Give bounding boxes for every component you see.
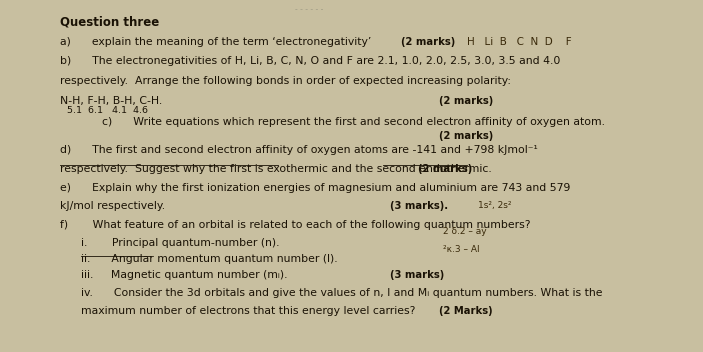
Text: respectively.  Suggest why the first is exothermic and the second endothermic.: respectively. Suggest why the first is e… (60, 164, 491, 174)
Text: iv.      Consider the 3d orbitals and give the values of n, l and Mᵢ quantum num: iv. Consider the 3d orbitals and give th… (81, 288, 602, 298)
Text: ii.      Angular momentum quantum number (l).: ii. Angular momentum quantum number (l). (81, 254, 337, 264)
Text: (2 marks): (2 marks) (439, 131, 494, 141)
Text: (2 marks): (2 marks) (401, 37, 455, 47)
Text: kJ/mol respectively.: kJ/mol respectively. (60, 201, 165, 211)
Text: a)      explain the meaning of the term ‘electronegativity’: a) explain the meaning of the term ‘elec… (60, 37, 371, 47)
Text: respectively.  Arrange the following bonds in order of expected increasing polar: respectively. Arrange the following bond… (60, 76, 511, 86)
Text: 5.1  6.1   4.1  4.6: 5.1 6.1 4.1 4.6 (67, 106, 148, 115)
Text: e)      Explain why the first ionization energies of magnesium and aluminium are: e) Explain why the first ionization ener… (60, 183, 570, 193)
Text: b)      The electronegativities of H, Li, B, C, N, O and F are 2.1, 1.0, 2.0, 2.: b) The electronegativities of H, Li, B, … (60, 56, 560, 66)
Text: H   Li  B   C  N  D    F: H Li B C N D F (467, 37, 572, 47)
Text: c)      Write equations which represent the first and second electron affinity o: c) Write equations which represent the f… (102, 117, 605, 127)
Text: Question three: Question three (60, 16, 159, 29)
Text: i.       Principal quantum-number (n).: i. Principal quantum-number (n). (81, 238, 279, 247)
Text: d)      The first and second electron affinity of oxygen atoms are -141 and +798: d) The first and second electron affinit… (60, 145, 538, 155)
Text: maximum number of electrons that this energy level carries?: maximum number of electrons that this en… (81, 306, 415, 315)
Text: 1s², 2s²: 1s², 2s² (478, 201, 512, 210)
Text: (3 marks): (3 marks) (390, 270, 444, 280)
Text: (2 marks): (2 marks) (418, 164, 472, 174)
Text: N-H, F-H, B-H, C-H.: N-H, F-H, B-H, C-H. (60, 96, 162, 106)
Text: - - - - - -: - - - - - - (295, 5, 323, 14)
Text: iii.     Magnetic quantum number (mᵢ).: iii. Magnetic quantum number (mᵢ). (81, 270, 288, 280)
Text: f)       What feature of an orbital is related to each of the following quantum : f) What feature of an orbital is related… (60, 220, 530, 230)
Text: ²κ.3 – Al: ²κ.3 – Al (443, 245, 479, 254)
Text: (2 Marks): (2 Marks) (439, 306, 493, 315)
Text: 2 δ.2 – aẏ: 2 δ.2 – aẏ (443, 227, 486, 236)
Text: (2 marks): (2 marks) (439, 96, 494, 106)
Text: (3 marks).: (3 marks). (390, 201, 449, 211)
